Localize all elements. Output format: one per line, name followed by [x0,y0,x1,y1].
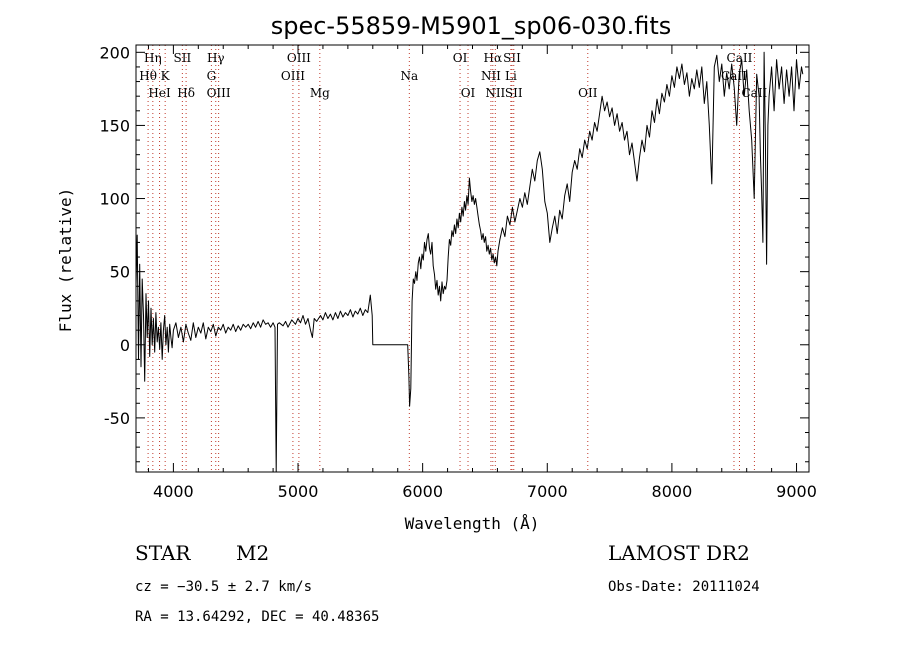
line-marker-label: NII [485,86,505,100]
line-marker-label: OIII [207,86,231,100]
line-marker-label: SII [174,51,192,65]
line-marker-label: OI [461,86,476,100]
line-marker-label: OIII [287,51,311,65]
line-marker-label: OII [578,86,598,100]
y-tick-label: 200 [99,43,130,62]
line-marker-label: Mg [310,86,330,100]
survey-name: LAMOST DR2 [608,541,750,565]
line-marker-label: NII [481,69,501,83]
y-axis-label: Flux (relative) [56,188,75,333]
x-axis-ticks: 4000 5000 6000 7000 8000 9000 [147,45,817,501]
y-axis-ticks: -50 0 50 100 150 200 [99,43,809,463]
y-tick-label: 50 [110,263,130,282]
x-tick-label: 9000 [776,482,817,501]
line-marker-label: CaII [727,51,753,65]
x-tick-label: 8000 [652,482,693,501]
x-tick-label: 6000 [402,482,443,501]
spectral-subclass: M2 [236,541,269,565]
line-marker-label: K [161,69,171,83]
line-marker-label: SII [503,51,521,65]
line-marker-label: G [207,69,217,83]
chart-title: spec-55859-M5901_sp06-030.fits [271,12,672,40]
line-marker-label: OIII [281,69,305,83]
line-marker-label: OI [453,51,468,65]
y-tick-label: 100 [99,190,130,209]
x-tick-label: 4000 [153,482,194,501]
line-marker-label: Hη [144,51,162,65]
line-marker-label: Hα [484,51,503,65]
x-axis-label: Wavelength (Å) [405,514,540,533]
line-marker-label: Hθ [139,69,157,83]
observation-date: Obs-Date: 20111024 [608,579,760,595]
line-marker-label: Hδ [177,86,195,100]
line-marker-label: Hγ [207,51,225,65]
y-tick-label: 150 [99,116,130,135]
object-type: STAR [135,541,191,565]
line-marker-label: Na [400,69,418,83]
x-tick-label: 5000 [278,482,319,501]
spectrum-line [135,51,804,473]
spectrum-series [135,51,804,473]
y-tick-label: -50 [104,409,130,428]
coordinates: RA = 13.64292, DEC = 40.48365 [135,609,379,625]
redshift-velocity: cz = −30.5 ± 2.7 km/s [135,579,312,595]
x-tick-label: 7000 [527,482,568,501]
y-tick-label: 0 [120,336,130,355]
line-marker-label: Li [505,69,517,83]
line-marker-label: SII [505,86,523,100]
line-marker-label: HeI [148,86,171,100]
